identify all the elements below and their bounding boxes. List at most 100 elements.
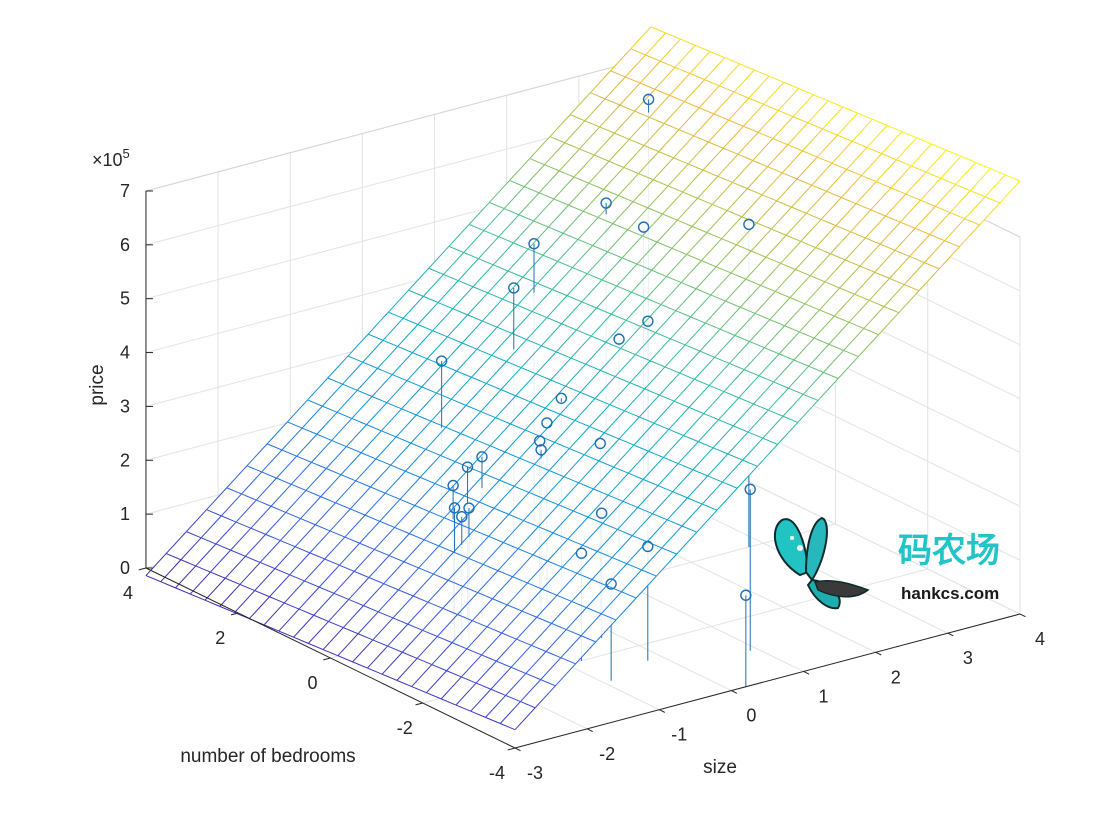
surface-mesh-line (883, 284, 905, 307)
surface-mesh-line (628, 138, 645, 146)
surface-mesh-line (560, 635, 582, 659)
surface-mesh-line (443, 273, 459, 282)
surface-mesh-line (628, 117, 650, 140)
surface-mesh-line (727, 453, 743, 461)
surface-mesh-line (414, 483, 436, 506)
surface-mesh-line (753, 403, 769, 411)
surface-mesh-line (309, 530, 331, 554)
surface-mesh-line (483, 230, 499, 238)
surface-mesh-line (447, 336, 463, 344)
surface-mesh-line (529, 136, 551, 159)
surface-mesh-line (603, 167, 625, 190)
surface-mesh-line (904, 284, 920, 292)
surface-mesh-line (523, 498, 545, 521)
surface-mesh-line (498, 214, 520, 238)
surface-mesh-line (569, 114, 586, 122)
surface-mesh-line (659, 394, 675, 402)
surface-mesh-line (548, 226, 564, 234)
surface-mesh-line (652, 157, 674, 181)
surface-mesh-line (712, 447, 729, 455)
surface-mesh-line (508, 513, 524, 522)
surface-mesh-line (597, 217, 614, 225)
surface-mesh-line (340, 452, 362, 476)
surface-mesh-line (462, 564, 484, 587)
surface-mesh-line (486, 604, 508, 628)
surface-mesh-line (730, 250, 752, 274)
surface-mesh-line (760, 284, 776, 292)
surface-mesh-line (529, 158, 545, 166)
surface-mesh-line (752, 138, 774, 161)
surface-mesh-line (739, 284, 761, 308)
surface-mesh-line (322, 649, 339, 657)
surface-mesh-line (350, 508, 366, 516)
surface-mesh-line (694, 378, 710, 386)
surface-mesh-line (594, 154, 610, 162)
x-tick-label: 2 (891, 667, 901, 687)
surface-mesh-line (433, 551, 454, 575)
surface-mesh-line (824, 281, 840, 289)
surface-mesh-line (467, 292, 489, 316)
surface-mesh-line (528, 470, 550, 493)
surface-mesh-line (265, 512, 287, 535)
surface-mesh-line (702, 147, 724, 171)
surface-mesh-line (509, 401, 531, 425)
surface-mesh-line (732, 181, 748, 190)
surface-mesh-line (510, 423, 526, 431)
surface-mesh-line (723, 369, 745, 392)
surface-mesh-line (584, 98, 606, 122)
surface-mesh-line (577, 238, 593, 247)
surface-mesh-line (483, 208, 505, 231)
surface-mesh-line (385, 492, 401, 500)
surface-mesh-line (660, 282, 682, 305)
surface-mesh-line (640, 326, 656, 334)
surface-mesh-line (489, 201, 505, 210)
surface-mesh-line (634, 88, 656, 112)
surface-mesh-line (861, 175, 877, 183)
surface-mesh-line (527, 226, 549, 250)
surface-mesh-line (422, 274, 444, 297)
surface-mesh-line (795, 247, 817, 270)
surface-mesh-line (600, 369, 616, 377)
surface-mesh-line (763, 103, 779, 111)
surface-mesh-line (308, 642, 324, 650)
surface-mesh-line (266, 443, 283, 451)
surface-mesh-line (671, 226, 693, 249)
surface-mesh-line (964, 218, 980, 226)
surface-mesh-line (651, 269, 667, 277)
surface-mesh-line (607, 472, 629, 496)
surface-mesh-line (344, 514, 366, 538)
surface-mesh-line (736, 465, 758, 489)
surface-mesh-line (445, 426, 461, 434)
surface-mesh-line (662, 191, 684, 215)
surface-mesh-line (467, 314, 483, 322)
surface-mesh-line (526, 317, 548, 340)
surface-mesh-line (667, 185, 683, 193)
surface-mesh-line (487, 292, 503, 300)
surface-mesh-line (835, 225, 851, 233)
surface-mesh-line (848, 300, 870, 323)
surface-mesh-line (362, 339, 384, 363)
surface-mesh-line (446, 648, 468, 672)
surface-mesh-line (581, 301, 597, 309)
surface-mesh-line (769, 319, 785, 327)
surface-mesh-line (715, 244, 737, 268)
surface-mesh-line (311, 461, 327, 469)
surface-mesh-line (615, 597, 637, 621)
surface-mesh-line (551, 622, 567, 631)
surface-mesh-line (451, 620, 473, 643)
surface-mesh-line (440, 454, 456, 463)
surface-mesh-line (419, 455, 441, 478)
surface-mesh-line (697, 175, 719, 199)
surface-mesh-line (337, 655, 353, 663)
surface-mesh-line (587, 516, 603, 524)
surface-mesh-line (803, 393, 819, 401)
surface-mesh-line (549, 114, 571, 137)
surface-mesh-line (747, 188, 763, 196)
surface-mesh-line (537, 282, 553, 290)
surface-mesh-line (638, 394, 660, 418)
surface-mesh-line (636, 263, 652, 271)
surface-mesh-line (304, 580, 320, 588)
surface-mesh-line (765, 256, 781, 264)
surface-mesh-line (394, 526, 410, 535)
surface-mesh-line (593, 466, 615, 490)
